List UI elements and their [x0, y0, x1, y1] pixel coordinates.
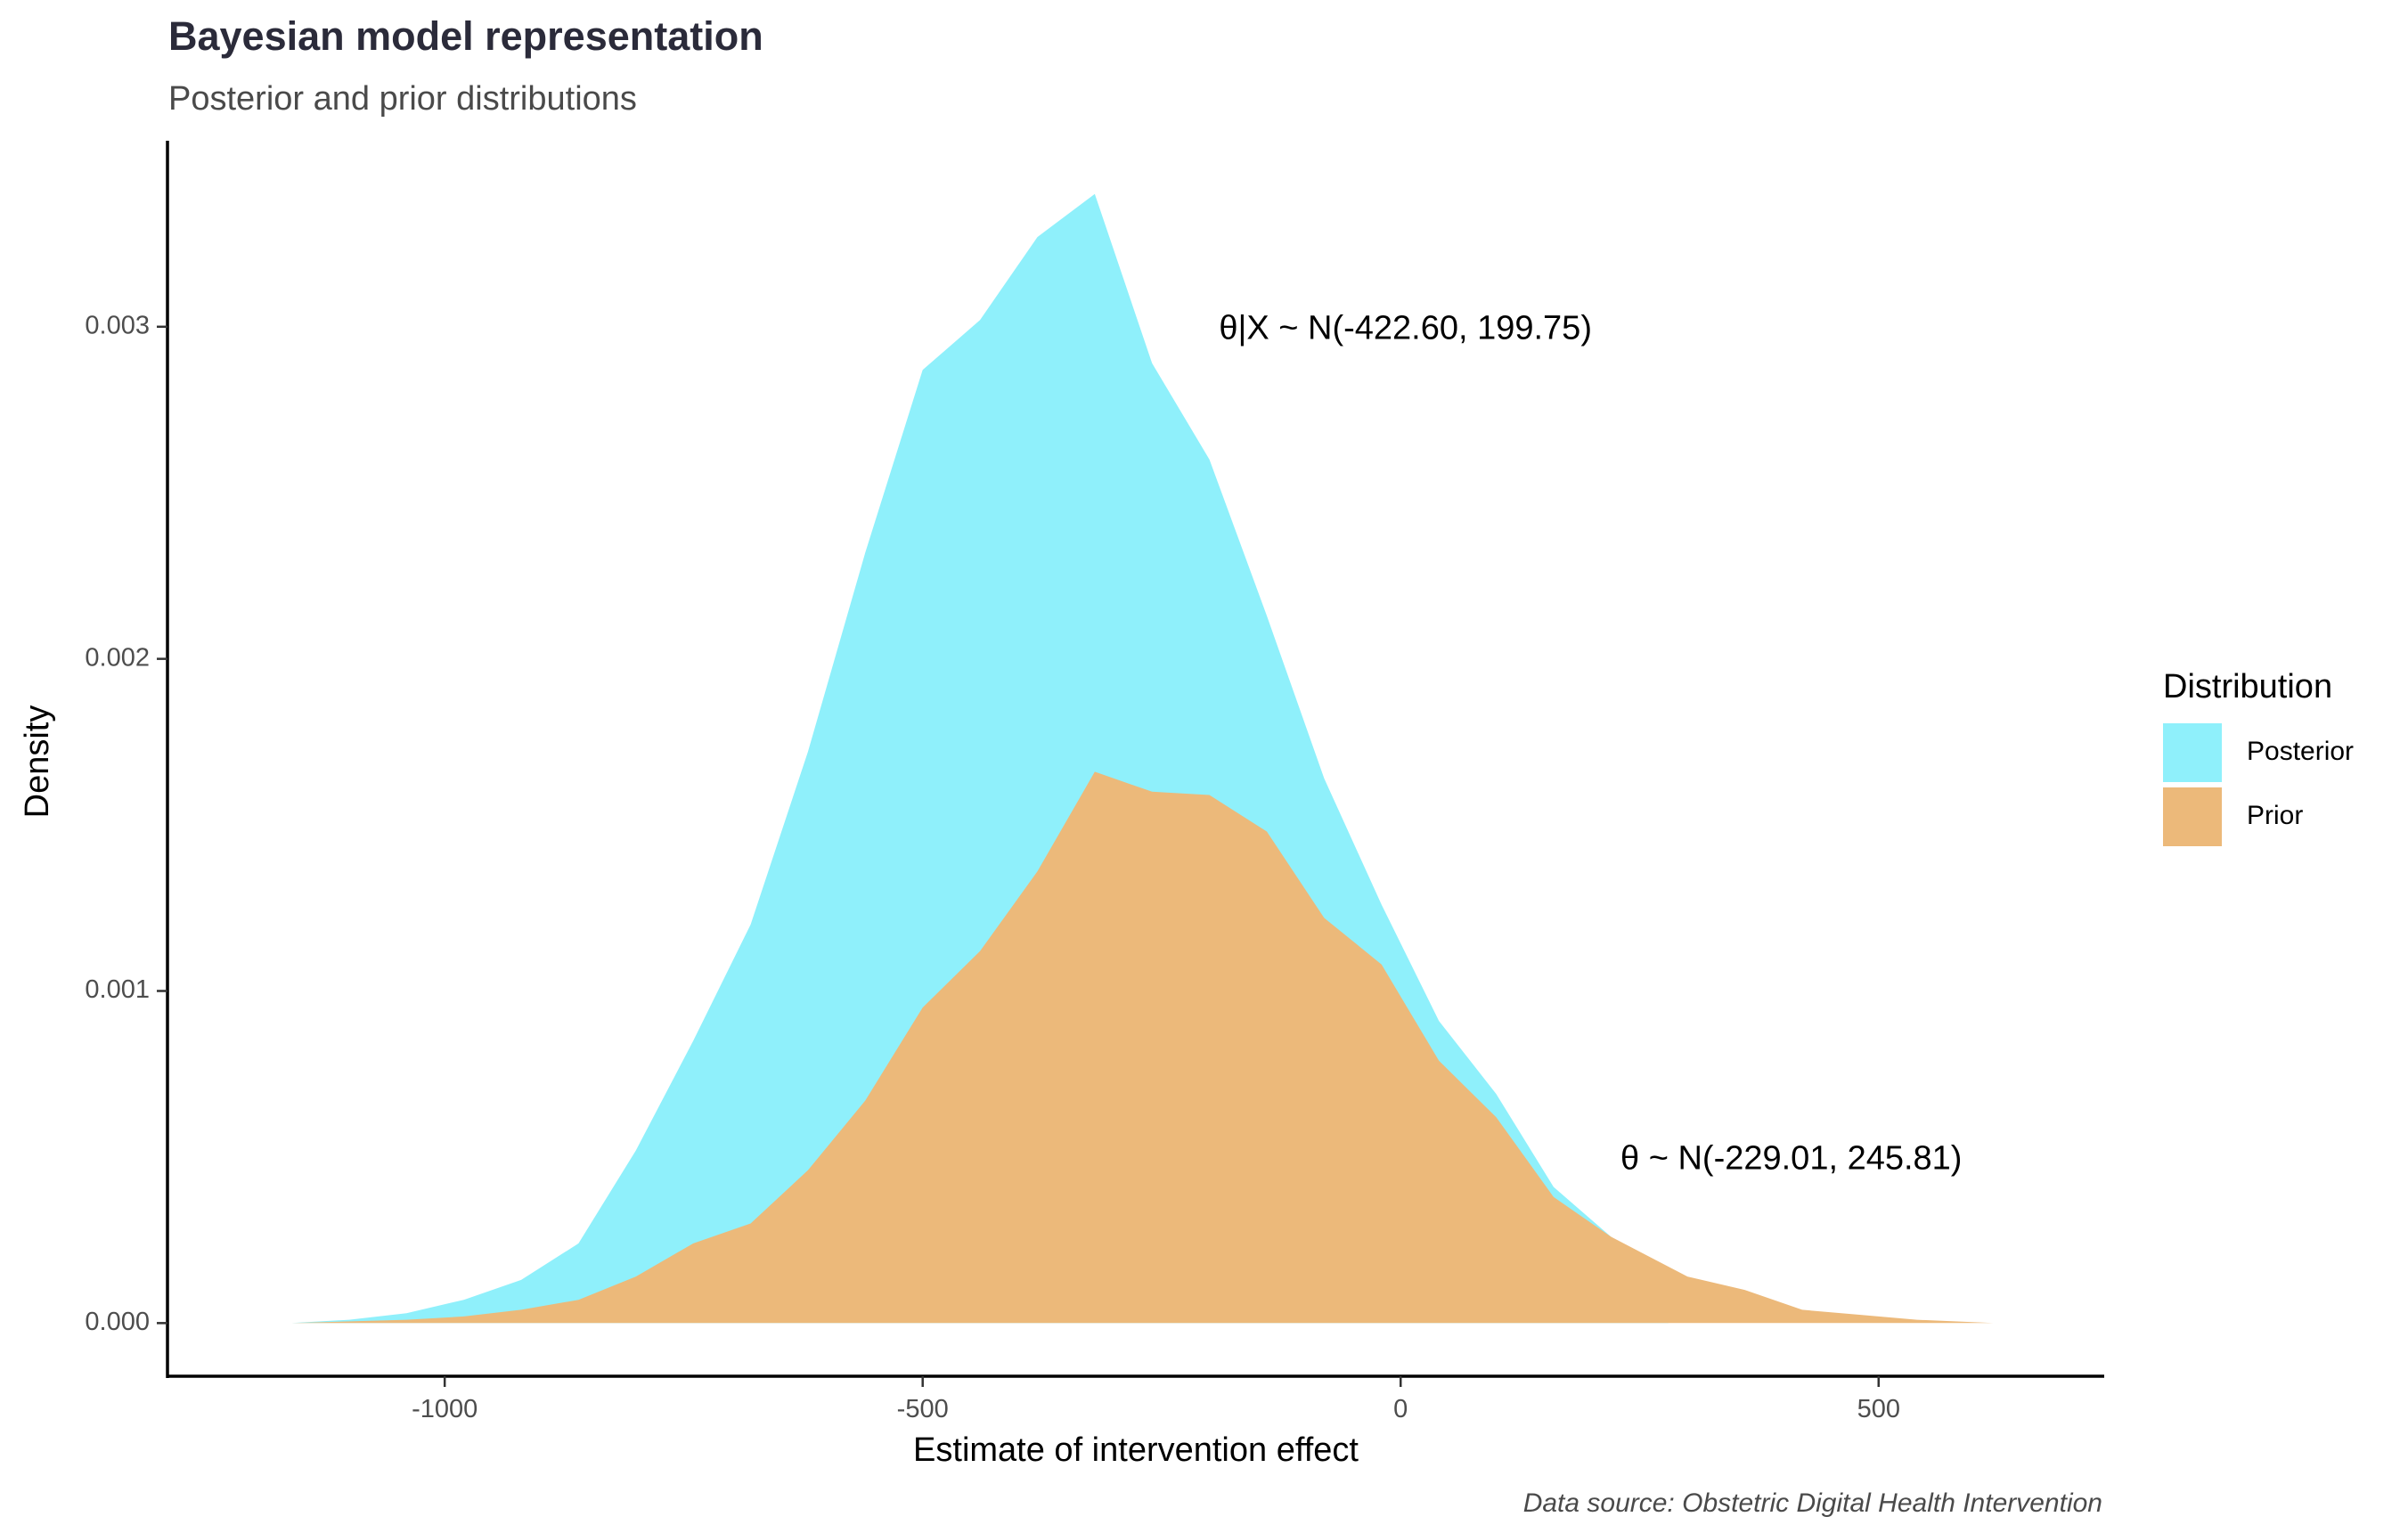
area-prior — [291, 771, 1994, 1324]
legend-swatch-posterior — [2163, 723, 2222, 782]
legend-items: Posterior Prior — [2163, 723, 2354, 846]
legend-label-prior: Prior — [2247, 801, 2303, 830]
chart-title: Bayesian model representation — [168, 13, 763, 59]
x-tick-label: -1000 — [412, 1395, 478, 1423]
legend: Distribution Posterior Prior — [2163, 668, 2354, 846]
legend-title: Distribution — [2163, 668, 2332, 705]
y-axis-title: Density — [19, 705, 56, 819]
chart-subtitle: Posterior and prior distributions — [168, 80, 637, 118]
y-tick-label: 0.002 — [85, 643, 150, 672]
x-ticks: -1000 -500 0 500 — [412, 1376, 1900, 1423]
annotation-1: θ|X ~ N(-422.60, 199.75) — [1219, 310, 1592, 347]
x-tick-label: 0 — [1393, 1395, 1408, 1423]
legend-label-posterior: Posterior — [2247, 737, 2354, 766]
annotation-layer: θ|X ~ N(-422.60, 199.75) θ ~ N(-229.01, 2… — [1219, 310, 1962, 1178]
legend-swatch-prior — [2163, 787, 2222, 846]
y-ticks: 0.000 0.001 0.002 0.003 — [85, 311, 167, 1336]
y-tick-label: 0.003 — [85, 311, 150, 339]
y-tick-label: 0.001 — [85, 975, 150, 1004]
annotation-2: θ ~ N(-229.01, 245.81) — [1620, 1140, 1962, 1178]
x-tick-label: -500 — [897, 1395, 949, 1423]
plot-area: θ|X ~ N(-422.60, 199.75) θ ~ N(-229.01, 2… — [85, 141, 2104, 1423]
caption: Data source: Obstetric Digital Health In… — [1523, 1488, 2102, 1518]
series-layer — [291, 193, 1994, 1324]
y-tick-label: 0.000 — [85, 1308, 150, 1336]
x-axis-title: Estimate of intervention effect — [913, 1431, 1359, 1469]
x-tick-label: 500 — [1857, 1395, 1900, 1423]
